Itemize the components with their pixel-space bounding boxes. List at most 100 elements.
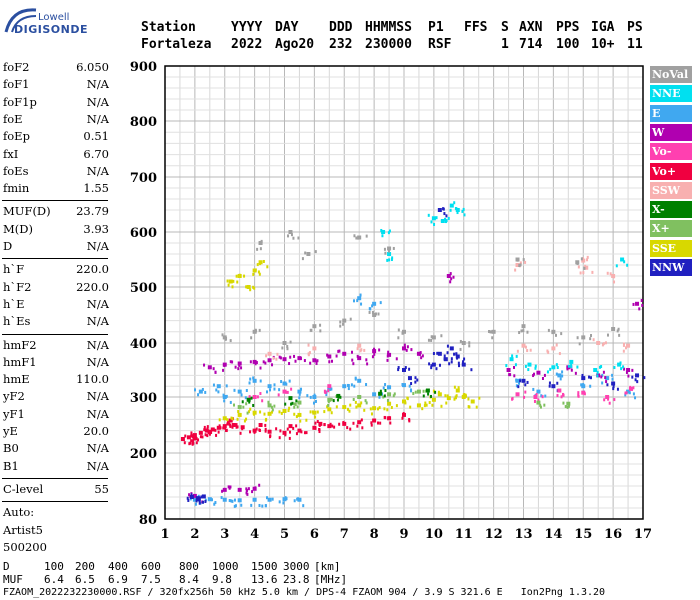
echo-speck [462,360,465,364]
echo-speck [450,360,453,364]
x-tick-label: 16 [604,527,622,542]
param-name: h`Es [3,314,31,329]
echo-speck [328,360,331,364]
echo-speck [392,246,395,250]
echo-speck [201,387,204,391]
echo-speck [253,286,256,290]
echo-speck [278,436,281,440]
echo-speck [437,390,440,394]
echo-speck [422,389,425,393]
echo-speck [583,376,586,380]
echo-speck [590,376,593,380]
echo-point-e [312,395,317,399]
echo-speck [326,405,329,409]
echo-speck [615,264,618,268]
echo-speck [346,426,349,430]
muf-value: 23.8 [283,573,310,586]
echo-speck [444,394,447,398]
echo-speck [188,442,191,446]
param-row-hme: hmE 110.0 [3,372,109,387]
echo-speck [370,421,373,425]
echo-speck [191,442,194,446]
param-value: 6.050 [76,60,109,74]
param-row-hes: h`Es N/A [3,314,109,329]
echo-speck [404,366,407,370]
param-row-fmin: fmin 1.55 [3,181,109,196]
echo-speck [634,378,637,382]
echo-speck [548,381,551,385]
echo-speck [206,434,209,438]
hdr-yyyy: YYYY [231,20,263,35]
echo-speck [337,349,340,353]
echo-speck [475,405,478,409]
echo-speck [245,285,248,289]
echo-speck [365,401,368,405]
val-ps: 11 [627,37,643,52]
echo-speck [264,361,267,365]
echo-speck [448,362,451,366]
param-name: fxI [3,146,19,161]
echo-speck [366,362,369,366]
param-name: foEp [3,129,30,144]
echo-speck [241,400,244,404]
echo-speck [245,402,248,406]
param-row-foes: foEs N/A [3,164,109,179]
echo-speck [240,503,243,507]
echo-point-nnw [402,368,406,372]
echo-point-noval [342,318,347,323]
echo-speck [378,395,381,399]
y-tick-label: 500 [130,281,157,296]
echo-speck [329,422,332,426]
echo-speck [608,401,611,405]
echo-point-w [536,370,541,375]
echo-speck [421,354,424,358]
echo-point-nne [449,203,454,208]
echo-speck [271,497,274,501]
echo-speck [602,370,605,374]
x-tick-label: 9 [399,527,408,542]
echo-speck [316,410,319,414]
echo-speck [197,498,200,502]
echo-speck [440,404,443,408]
echo-speck [446,394,449,398]
echo-speck [384,416,387,420]
echo-speck [631,375,634,379]
echo-speck [259,262,262,266]
echo-point-sse [267,411,272,416]
echo-speck [314,426,317,430]
echo-point-noval [581,335,586,340]
echo-speck [456,356,459,360]
echo-point-e [267,497,272,502]
echo-speck [365,234,368,238]
echo-speck [598,365,601,369]
echo-speck [451,347,454,351]
legend-item-w: W [650,123,692,141]
echo-speck [234,365,237,369]
echo-speck [243,419,246,423]
echo-speck [199,435,202,439]
echo-speck [294,359,297,363]
param-value: 110.0 [76,372,109,387]
echo-speck [230,499,233,503]
param-row-d: D N/A [3,239,109,254]
echo-speck [369,307,372,311]
echo-speck [410,382,413,386]
echo-speck [373,393,376,397]
echo-speck [336,398,339,402]
echo-speck [240,393,243,397]
echo-speck [338,395,341,399]
echo-speck [363,348,366,352]
muf-label: MUF [3,573,23,586]
echo-speck [373,352,376,356]
echo-speck [371,310,374,314]
echo-speck [468,344,471,348]
echo-point-vo [180,437,185,441]
echo-speck [293,405,296,409]
param-value: N/A [86,354,109,369]
echo-speck [347,387,350,391]
echo-speck [434,390,437,394]
echo-speck [382,395,385,399]
echo-point-vo [605,395,610,399]
echo-speck [204,433,207,437]
echo-speck [519,379,522,383]
